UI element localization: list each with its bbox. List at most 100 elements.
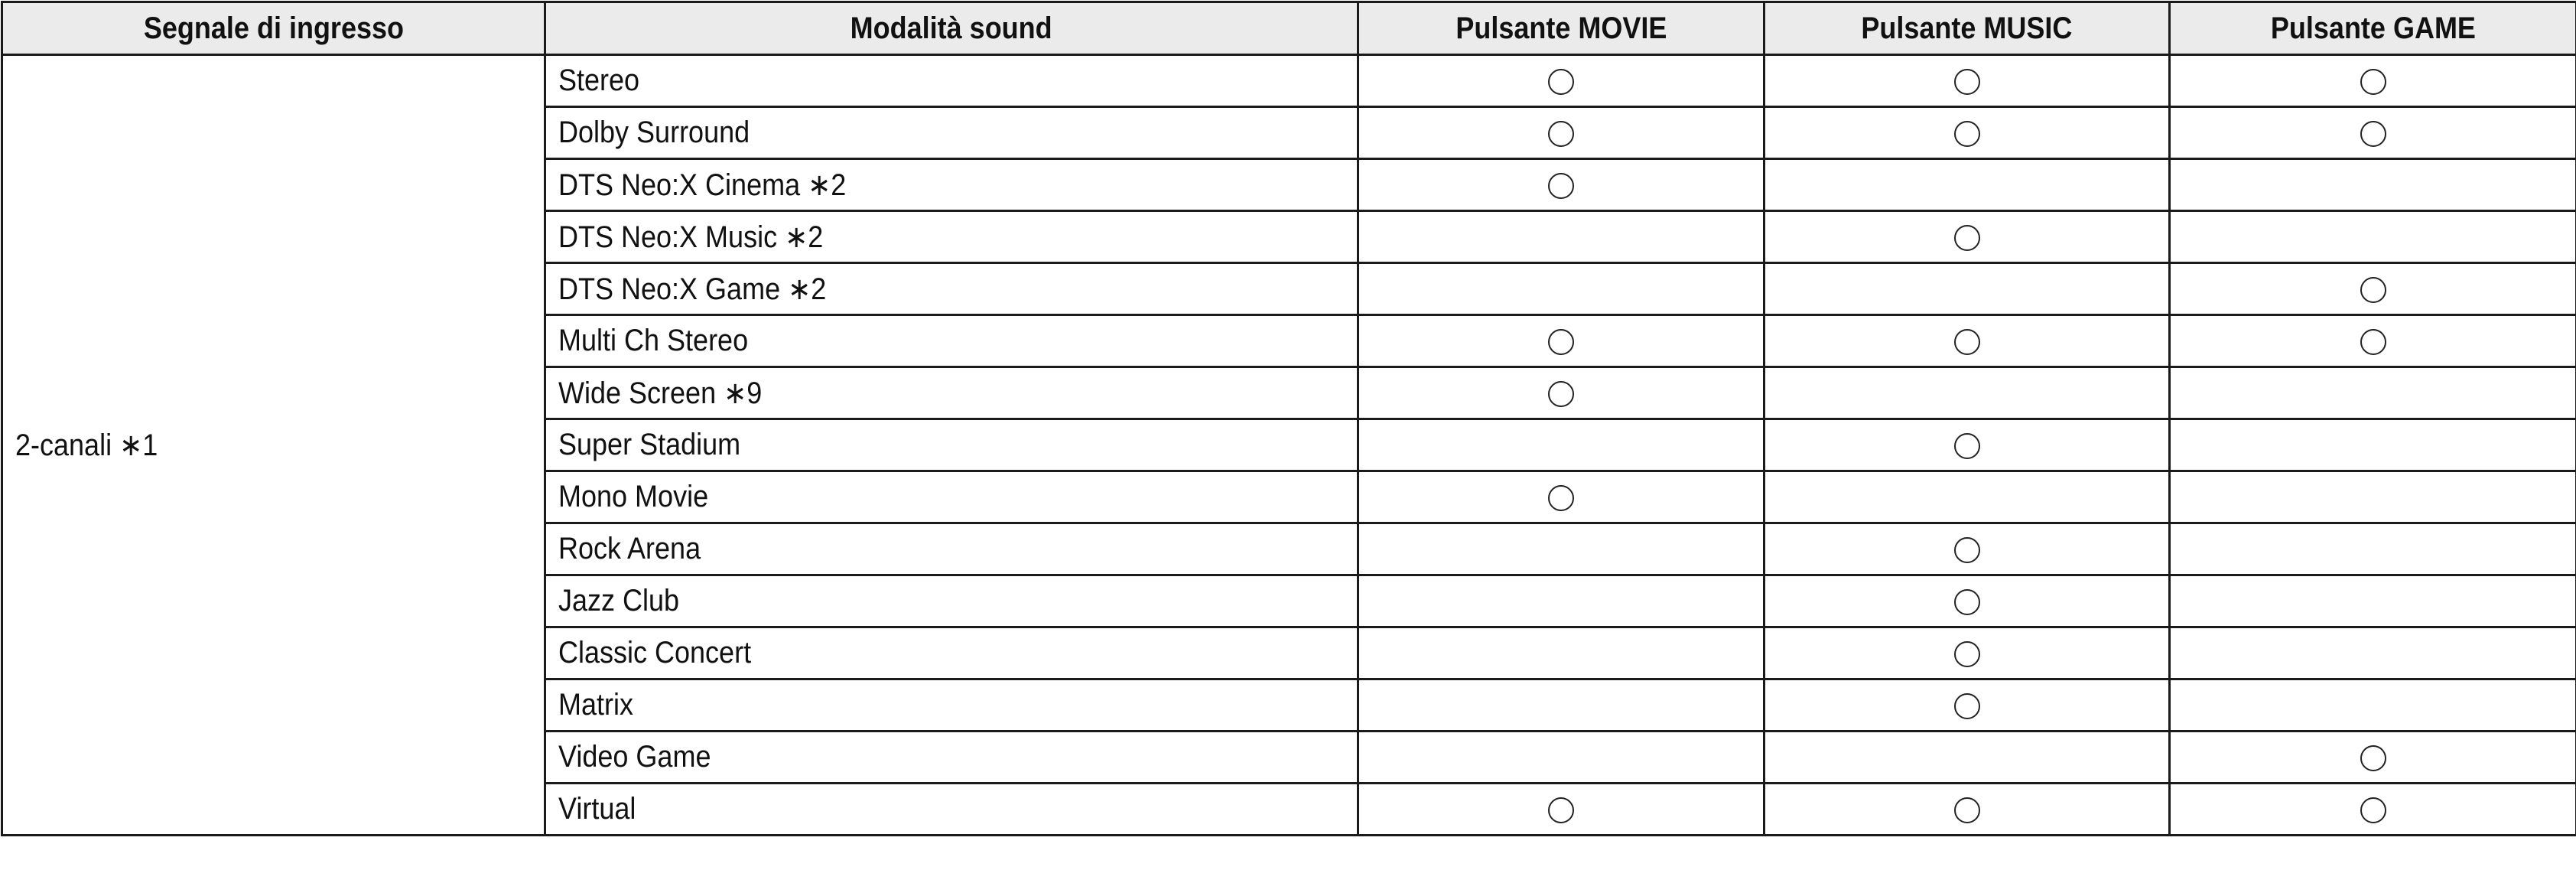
circle-icon (1954, 537, 1980, 563)
movie-cell (1358, 367, 1764, 419)
circle-icon (2360, 277, 2386, 303)
header-label: Pulsante MUSIC (1861, 11, 2072, 46)
input-signal-cell: 2-canali ∗1 (2, 55, 545, 836)
sound-mode-label: Wide Screen ∗9 (558, 376, 762, 411)
circle-icon (1548, 797, 1574, 823)
sound-mode-cell: Virtual (545, 784, 1358, 836)
movie-cell (1358, 471, 1764, 523)
sound-mode-label: DTS Neo:X Music ∗2 (558, 220, 823, 255)
sound-mode-cell: Mono Movie (545, 471, 1358, 523)
sound-mode-cell: Multi Ch Stereo (545, 315, 1358, 367)
sound-mode-cell: Stereo (545, 55, 1358, 107)
header-label: Modalità sound (851, 11, 1052, 46)
circle-icon (1954, 693, 1980, 719)
circle-icon (2360, 329, 2386, 355)
circle-icon (1954, 797, 1980, 823)
movie-cell (1358, 679, 1764, 732)
sound-mode-label: Stereo (558, 64, 639, 98)
header-movie-button: Pulsante MOVIE (1358, 2, 1764, 55)
movie-cell (1358, 159, 1764, 211)
sound-mode-label: Mono Movie (558, 480, 708, 514)
game-cell (2170, 523, 2576, 575)
game-cell (2170, 732, 2576, 784)
movie-cell (1358, 575, 1764, 627)
header-label: Pulsante MOVIE (1456, 11, 1667, 46)
game-cell (2170, 627, 2576, 679)
sound-mode-label: Jazz Club (558, 584, 679, 618)
movie-cell (1358, 419, 1764, 471)
circle-icon (1548, 329, 1574, 355)
game-cell (2170, 315, 2576, 367)
music-cell (1764, 784, 2170, 836)
sound-mode-cell: Classic Concert (545, 627, 1358, 679)
movie-cell (1358, 263, 1764, 315)
sound-mode-cell: Jazz Club (545, 575, 1358, 627)
sound-mode-label: DTS Neo:X Cinema ∗2 (558, 168, 846, 203)
circle-icon (1548, 485, 1574, 511)
circle-icon (1954, 121, 1980, 147)
movie-cell (1358, 211, 1764, 263)
music-cell (1764, 263, 2170, 315)
header-label: Segnale di ingresso (143, 11, 403, 46)
circle-icon (2360, 745, 2386, 771)
circle-icon (1954, 589, 1980, 615)
circle-icon (1954, 329, 1980, 355)
game-cell (2170, 471, 2576, 523)
music-cell (1764, 679, 2170, 732)
sound-mode-label: Dolby Surround (558, 116, 750, 150)
sound-mode-label: Classic Concert (558, 636, 751, 670)
sound-mode-label: DTS Neo:X Game ∗2 (558, 272, 826, 307)
game-cell (2170, 419, 2576, 471)
music-cell (1764, 367, 2170, 419)
circle-icon (1548, 381, 1574, 407)
circle-icon (2360, 121, 2386, 147)
game-cell (2170, 211, 2576, 263)
sound-mode-label: Matrix (558, 688, 633, 722)
sound-mode-label: Multi Ch Stereo (558, 324, 748, 358)
movie-cell (1358, 55, 1764, 107)
sound-mode-cell: DTS Neo:X Cinema ∗2 (545, 159, 1358, 211)
sound-mode-label: Video Game (558, 740, 711, 774)
game-cell (2170, 784, 2576, 836)
movie-cell (1358, 315, 1764, 367)
header-input-signal: Segnale di ingresso (2, 2, 545, 55)
header-label: Pulsante GAME (2270, 11, 2475, 46)
game-cell (2170, 55, 2576, 107)
sound-mode-cell: Video Game (545, 732, 1358, 784)
music-cell (1764, 107, 2170, 159)
game-cell (2170, 263, 2576, 315)
music-cell (1764, 55, 2170, 107)
circle-icon (1954, 641, 1980, 667)
sound-mode-cell: Wide Screen ∗9 (545, 367, 1358, 419)
sound-mode-table: Segnale di ingresso Modalità sound Pulsa… (1, 1, 2576, 836)
sound-mode-label: Virtual (558, 792, 636, 826)
movie-cell (1358, 627, 1764, 679)
game-cell (2170, 367, 2576, 419)
sound-mode-label: Super Stadium (558, 428, 740, 462)
music-cell (1764, 159, 2170, 211)
music-cell (1764, 211, 2170, 263)
movie-cell (1358, 784, 1764, 836)
sound-mode-label: Rock Arena (558, 532, 701, 566)
music-cell (1764, 575, 2170, 627)
movie-cell (1358, 523, 1764, 575)
music-cell (1764, 419, 2170, 471)
sound-mode-cell: Rock Arena (545, 523, 1358, 575)
circle-icon (1548, 121, 1574, 147)
movie-cell (1358, 107, 1764, 159)
music-cell (1764, 627, 2170, 679)
music-cell (1764, 471, 2170, 523)
sound-mode-cell: DTS Neo:X Game ∗2 (545, 263, 1358, 315)
sound-mode-cell: DTS Neo:X Music ∗2 (545, 211, 1358, 263)
circle-icon (1954, 433, 1980, 459)
sound-mode-cell: Matrix (545, 679, 1358, 732)
circle-icon (1954, 69, 1980, 95)
movie-cell (1358, 732, 1764, 784)
circle-icon (2360, 797, 2386, 823)
header-music-button: Pulsante MUSIC (1764, 2, 2170, 55)
sound-mode-cell: Dolby Surround (545, 107, 1358, 159)
circle-icon (2360, 69, 2386, 95)
input-signal-label: 2-canali ∗1 (15, 428, 158, 463)
music-cell (1764, 523, 2170, 575)
